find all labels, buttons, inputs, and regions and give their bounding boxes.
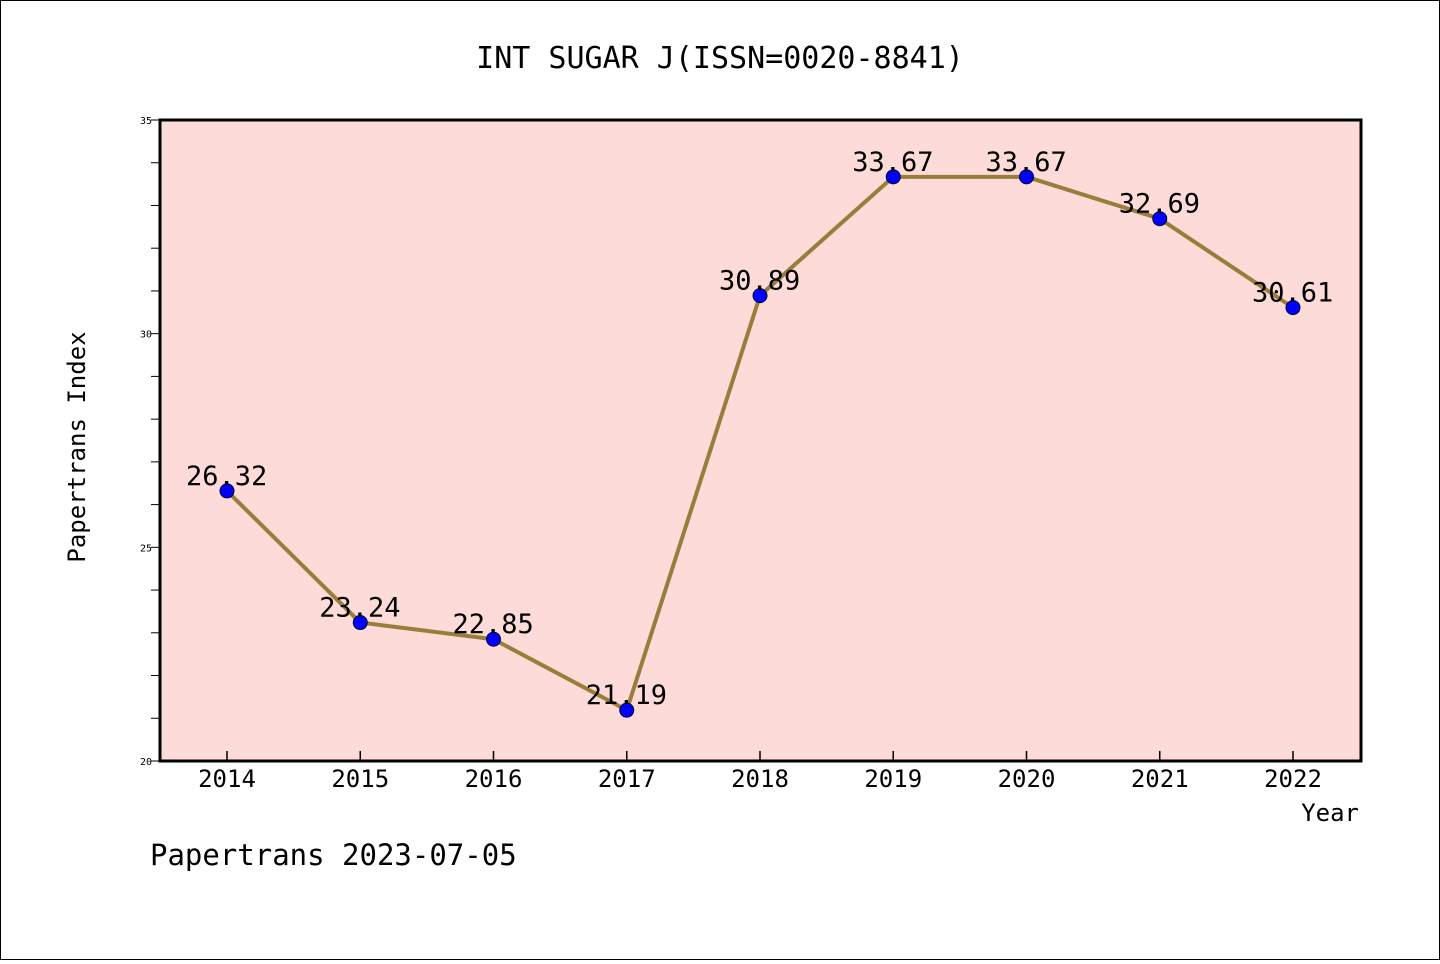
y-tick-label: 25	[140, 543, 152, 554]
data-point	[1285, 300, 1301, 316]
plot-area	[158, 118, 1363, 763]
x-tick-label: 2020	[998, 765, 1056, 793]
y-tick-label: 20	[140, 757, 152, 768]
y-axis-ticks: 20 25 30 35	[140, 116, 160, 768]
data-label: 30.61	[1252, 278, 1333, 309]
data-label: 26.32	[186, 461, 267, 492]
footer-text: Papertrans 2023-07-05	[150, 838, 517, 872]
data-label: 32.69	[1119, 189, 1200, 220]
x-axis-title: Year	[1301, 799, 1359, 827]
x-tick-label: 2022	[1264, 765, 1322, 793]
x-tick-label: 2016	[465, 765, 523, 793]
series-layer: 26.32 23.24 22.85 21.19 30.89 33.67 33.67 32.69…	[186, 147, 1333, 718]
data-point	[1019, 169, 1034, 185]
data-point	[885, 169, 901, 185]
y-axis-title: Papertrans Index	[63, 331, 91, 562]
data-label: 21.19	[586, 680, 667, 711]
x-tick-label: 2018	[731, 765, 789, 793]
data-point	[219, 483, 235, 499]
data-label: 33.67	[986, 147, 1067, 178]
x-axis-ticks: 2014 2015 2016 2017 2018 2019 2020 2021 2022	[198, 751, 1322, 793]
data-point	[752, 288, 768, 304]
data-label: 33.67	[852, 147, 933, 178]
chart-title: INT SUGAR J(ISSN=0020-8841)	[476, 41, 964, 76]
data-label: 22.85	[453, 609, 534, 640]
x-tick-label: 2015	[331, 765, 389, 793]
data-point	[619, 702, 635, 718]
data-label: 23.24	[319, 593, 400, 624]
data-label: 30.89	[719, 266, 800, 297]
y-tick-label: 35	[140, 116, 152, 127]
data-point	[1152, 211, 1168, 227]
y-tick-label: 30	[140, 330, 152, 341]
data-point	[352, 615, 368, 631]
x-tick-label: 2021	[1131, 765, 1189, 793]
x-tick-label: 2017	[598, 765, 656, 793]
data-point	[486, 631, 501, 647]
x-tick-label: 2014	[198, 765, 256, 793]
x-tick-label: 2019	[864, 765, 922, 793]
